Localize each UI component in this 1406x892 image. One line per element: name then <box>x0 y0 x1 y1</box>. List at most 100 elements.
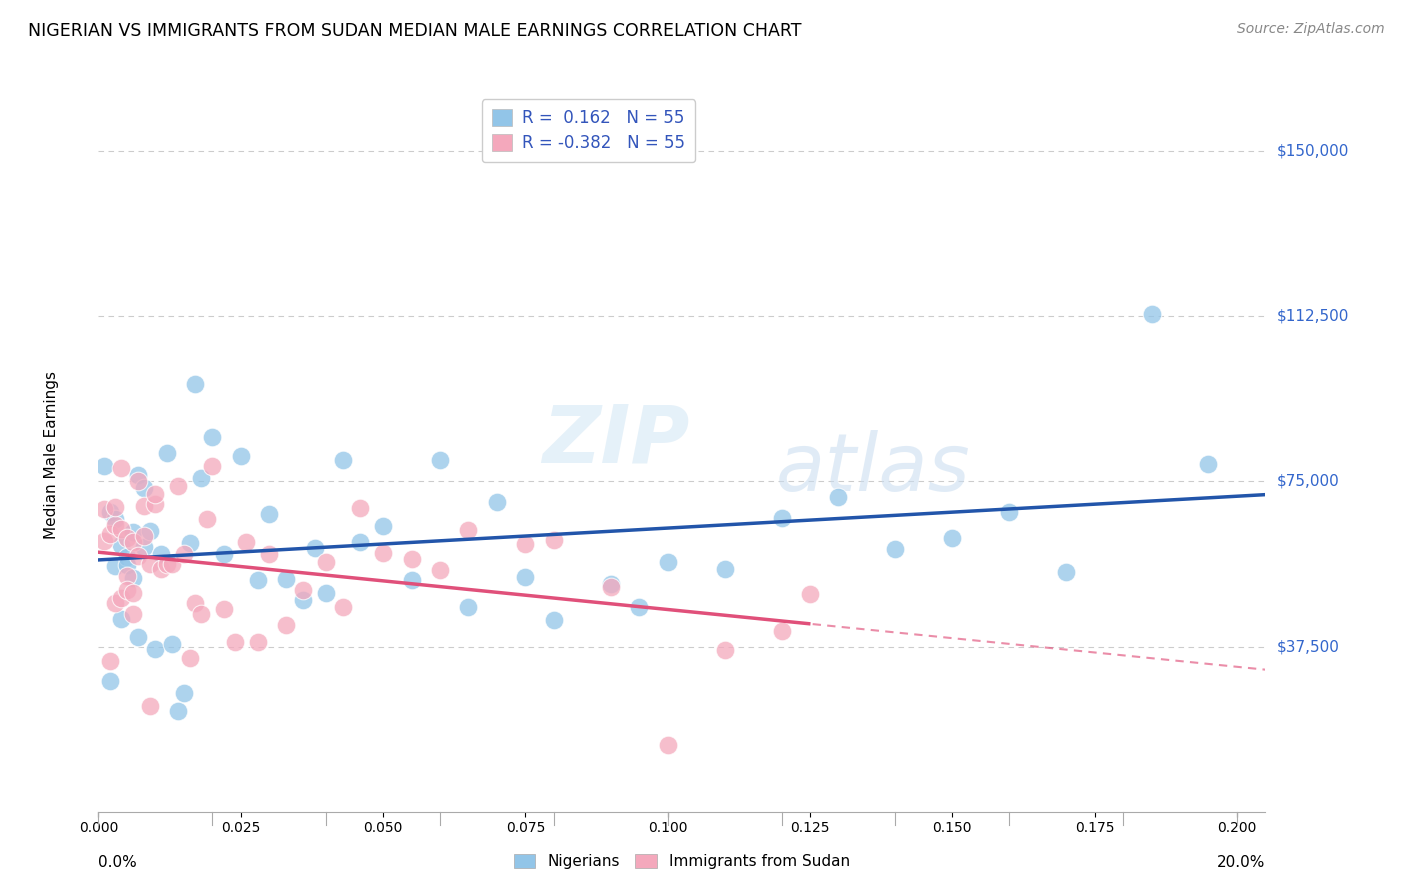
Point <box>292 592 315 607</box>
Point <box>156 557 179 571</box>
Point <box>127 474 149 488</box>
Point <box>143 497 166 511</box>
Text: Source: ZipAtlas.com: Source: ZipAtlas.com <box>1237 22 1385 37</box>
Point <box>115 583 138 598</box>
Text: 0.0%: 0.0% <box>98 855 138 870</box>
Point <box>115 569 138 583</box>
Point <box>371 546 394 560</box>
Point <box>93 534 115 549</box>
Point <box>104 512 127 526</box>
Text: ZIP: ZIP <box>541 401 689 480</box>
Point <box>132 499 155 513</box>
Point <box>349 535 371 549</box>
Point <box>190 471 212 485</box>
Point <box>884 541 907 556</box>
Point <box>212 547 235 561</box>
Point <box>110 461 132 475</box>
Point <box>104 558 127 573</box>
Text: atlas: atlas <box>775 430 970 508</box>
Point <box>156 445 179 459</box>
Point <box>121 525 143 540</box>
Text: $37,500: $37,500 <box>1277 639 1340 654</box>
Point <box>110 538 132 552</box>
Point <box>485 495 508 509</box>
Point <box>315 555 337 569</box>
Point <box>132 540 155 554</box>
Point <box>998 505 1021 519</box>
Point <box>98 505 121 519</box>
Point <box>104 500 127 515</box>
Point <box>457 523 479 537</box>
Point <box>941 531 963 545</box>
Point <box>167 704 190 718</box>
Point <box>190 607 212 621</box>
Text: $150,000: $150,000 <box>1277 144 1348 159</box>
Point <box>770 624 793 638</box>
Point <box>143 641 166 656</box>
Point <box>212 601 235 615</box>
Point <box>98 673 121 688</box>
Point <box>429 563 451 577</box>
Point <box>201 459 224 474</box>
Point <box>543 613 565 627</box>
Point <box>657 738 679 752</box>
Point <box>799 587 821 601</box>
Point <box>104 518 127 533</box>
Point <box>657 555 679 569</box>
Point <box>515 537 537 551</box>
Point <box>628 599 651 614</box>
Point <box>184 377 207 392</box>
Point <box>1198 457 1220 471</box>
Point <box>770 511 793 525</box>
Point <box>229 450 252 464</box>
Point <box>315 586 337 600</box>
Point <box>121 586 143 600</box>
Point <box>401 552 423 566</box>
Point <box>167 479 190 493</box>
Point <box>115 549 138 564</box>
Point <box>132 529 155 543</box>
Point <box>401 573 423 587</box>
Point <box>110 591 132 606</box>
Point <box>127 467 149 482</box>
Point <box>599 581 621 595</box>
Point <box>138 557 160 571</box>
Point <box>138 524 160 538</box>
Point <box>179 536 201 550</box>
Text: $75,000: $75,000 <box>1277 474 1340 489</box>
Point <box>132 481 155 495</box>
Point <box>121 607 143 621</box>
Point <box>599 577 621 591</box>
Point <box>827 491 849 505</box>
Point <box>98 527 121 541</box>
Point <box>110 612 132 626</box>
Point <box>150 547 173 561</box>
Point <box>115 558 138 572</box>
Point <box>371 519 394 533</box>
Point <box>429 453 451 467</box>
Point <box>276 572 298 586</box>
Point <box>1140 307 1163 321</box>
Point <box>127 549 149 564</box>
Point <box>246 634 269 648</box>
Point <box>121 535 143 549</box>
Point <box>292 582 315 597</box>
Point <box>543 533 565 548</box>
Text: Median Male Earnings: Median Male Earnings <box>44 371 59 539</box>
Point <box>173 686 195 700</box>
Point <box>332 600 354 615</box>
Point <box>110 522 132 536</box>
Point <box>173 547 195 561</box>
Point <box>93 501 115 516</box>
Point <box>127 630 149 644</box>
Point <box>713 562 735 576</box>
Point <box>332 452 354 467</box>
Point <box>195 511 218 525</box>
Point <box>115 531 138 545</box>
Point <box>457 600 479 615</box>
Point <box>121 571 143 585</box>
Point <box>201 430 224 444</box>
Point <box>304 541 326 556</box>
Legend: Nigerians, Immigrants from Sudan: Nigerians, Immigrants from Sudan <box>508 848 856 875</box>
Point <box>184 596 207 610</box>
